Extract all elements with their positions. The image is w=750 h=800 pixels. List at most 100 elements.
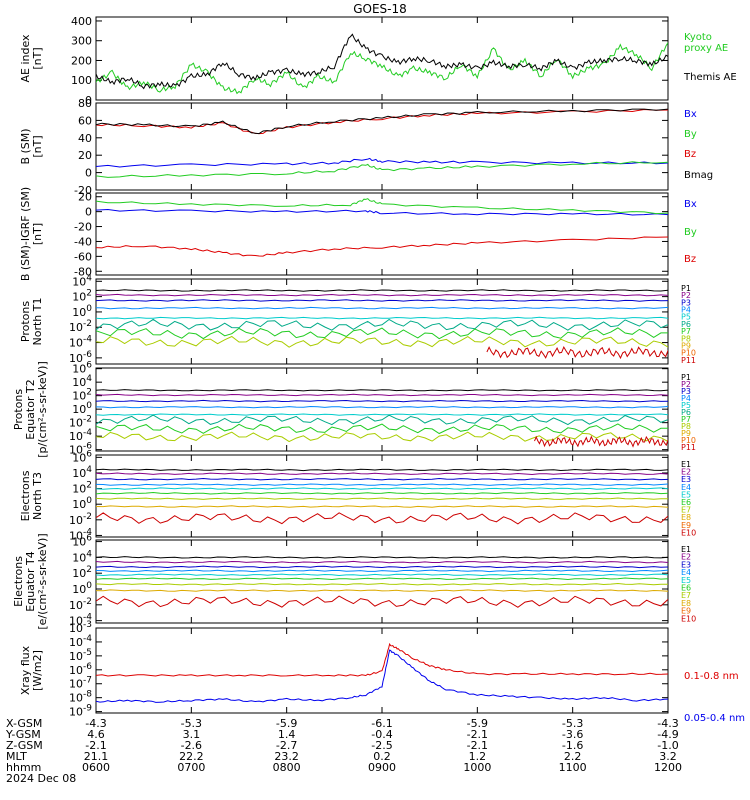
y-axis-label: AE index[nT]: [19, 34, 44, 83]
legend-entry: E4: [681, 568, 691, 577]
legend-entry: Bz: [684, 149, 696, 160]
x-row-label: X-GSM: [6, 717, 42, 730]
x-row-value: -5.9: [467, 717, 488, 730]
legend-entry: E6: [681, 584, 691, 593]
legend-entry: P6: [681, 408, 691, 417]
series-line-e9: [96, 595, 668, 608]
panel-frame: [95, 16, 669, 101]
legend-entry: E9: [681, 607, 691, 616]
series-line-bmag: [96, 108, 668, 135]
series-line-p7: [96, 327, 668, 340]
legend-entry: P2: [681, 380, 691, 389]
series-group: [96, 108, 668, 178]
series-line-p5: [96, 413, 668, 416]
legend-entry: 0.05-0.4 nm: [684, 713, 745, 724]
legend-entry: P5: [681, 313, 691, 322]
x-row-value: -2.7: [276, 739, 297, 752]
legend-entry: By: [684, 129, 697, 140]
x-axis-date: 2024 Dec 08: [6, 772, 76, 785]
x-row-value: 0.2: [373, 750, 391, 763]
x-row-value: -2.1: [85, 739, 106, 752]
legend-entry: P7: [681, 415, 691, 424]
y-tick-label: 0: [85, 94, 92, 107]
series-line-by: [96, 198, 668, 215]
series-line-p4: [96, 405, 668, 409]
x-row-value: -3.6: [562, 728, 583, 741]
series-line-e3: [96, 477, 668, 481]
y-tick-label: 400: [71, 15, 92, 28]
legend-entry: E1: [681, 460, 691, 469]
x-tick-label: 0800: [273, 761, 301, 774]
legend-entry: E4: [681, 483, 691, 492]
legend-entry: P5: [681, 401, 691, 410]
series-group: [96, 389, 668, 448]
series-group: [96, 468, 668, 525]
series-line-p10: [534, 435, 668, 448]
x-row-label: MLT: [6, 750, 27, 763]
panel-frame: [95, 539, 669, 624]
y-axis-label: ProtonsEquator T2[p/(cm²-s-sr-keV)]: [12, 361, 49, 458]
legend-entry: P1: [681, 284, 691, 293]
legend-entry: P9: [681, 341, 691, 350]
y-tick-label: 0: [85, 167, 92, 180]
legend-entry: E2: [681, 468, 691, 477]
y-tick-label: -80: [74, 265, 92, 278]
panel-frame: [95, 454, 669, 538]
series-line-e1: [96, 468, 668, 472]
y-tick-label: 104: [72, 549, 92, 564]
y-tick-label: 10-2: [69, 512, 92, 527]
y-tick-label: 20: [78, 149, 92, 162]
y-tick-label: 104: [72, 273, 92, 288]
series-line-e4: [96, 483, 668, 486]
legend-entry: Themis AE: [683, 72, 737, 83]
series-line-bx: [96, 208, 668, 216]
x-axis-rows: X-GSM -4.3 -5.3 -5.9 -6.1 -5.9 -5.3 -4.3 Y-GSM 4.…: [5, 717, 682, 785]
series-line-e2: [96, 560, 668, 564]
series-line-p6: [96, 318, 668, 331]
y-tick-label: 10-2: [69, 597, 92, 612]
legend-entry: By: [684, 227, 697, 238]
series-line-p8: [96, 431, 668, 443]
legend-entry: P3: [681, 387, 691, 396]
series-line-kyoto-proxy-ae: [96, 42, 668, 95]
y-tick-label: 60: [78, 114, 92, 127]
legend-entry: P10: [681, 349, 696, 358]
x-row-value: 3.1: [183, 728, 201, 741]
legend-entry: E7: [681, 591, 691, 600]
x-row-label: Z-GSM: [6, 739, 43, 752]
y-tick-label: 10-4: [69, 634, 92, 649]
x-row-value: 21.1: [84, 750, 109, 763]
legend-entry: E10: [681, 528, 696, 537]
figure-title: GOES-18: [353, 2, 407, 16]
series-line-e6: [96, 491, 668, 495]
y-tick-label: 100: [72, 304, 92, 319]
x-row-label: Y-GSM: [5, 728, 41, 741]
legend-entry: Kyoto proxy AE: [684, 32, 728, 54]
series-line-p3: [96, 399, 668, 403]
series-line-e7: [96, 497, 668, 501]
x-row-value: -5.9: [276, 717, 297, 730]
x-row-value: 23.2: [274, 750, 299, 763]
y-tick-label: 40: [78, 132, 92, 145]
x-tick-label: 1100: [559, 761, 587, 774]
legend-entry: E3: [681, 560, 691, 569]
y-tick-label: 10-7: [69, 676, 92, 691]
series-line-0-1-0-8-nm: [96, 642, 668, 677]
series-line-p7: [96, 423, 668, 435]
x-row-value: -0.4: [371, 728, 392, 741]
legend-entry: Bmag: [684, 170, 713, 181]
series-line-p5: [96, 316, 668, 320]
legend-entry: P4: [681, 394, 691, 403]
y-tick-label: 10-3: [69, 620, 92, 635]
legend-entry: P4: [681, 306, 691, 315]
legend-entry: P10: [681, 436, 696, 445]
x-row-value: -6.1: [371, 717, 392, 730]
series-line-p3: [96, 299, 668, 302]
series-group: [96, 556, 668, 608]
y-tick-label: 104: [72, 465, 92, 480]
